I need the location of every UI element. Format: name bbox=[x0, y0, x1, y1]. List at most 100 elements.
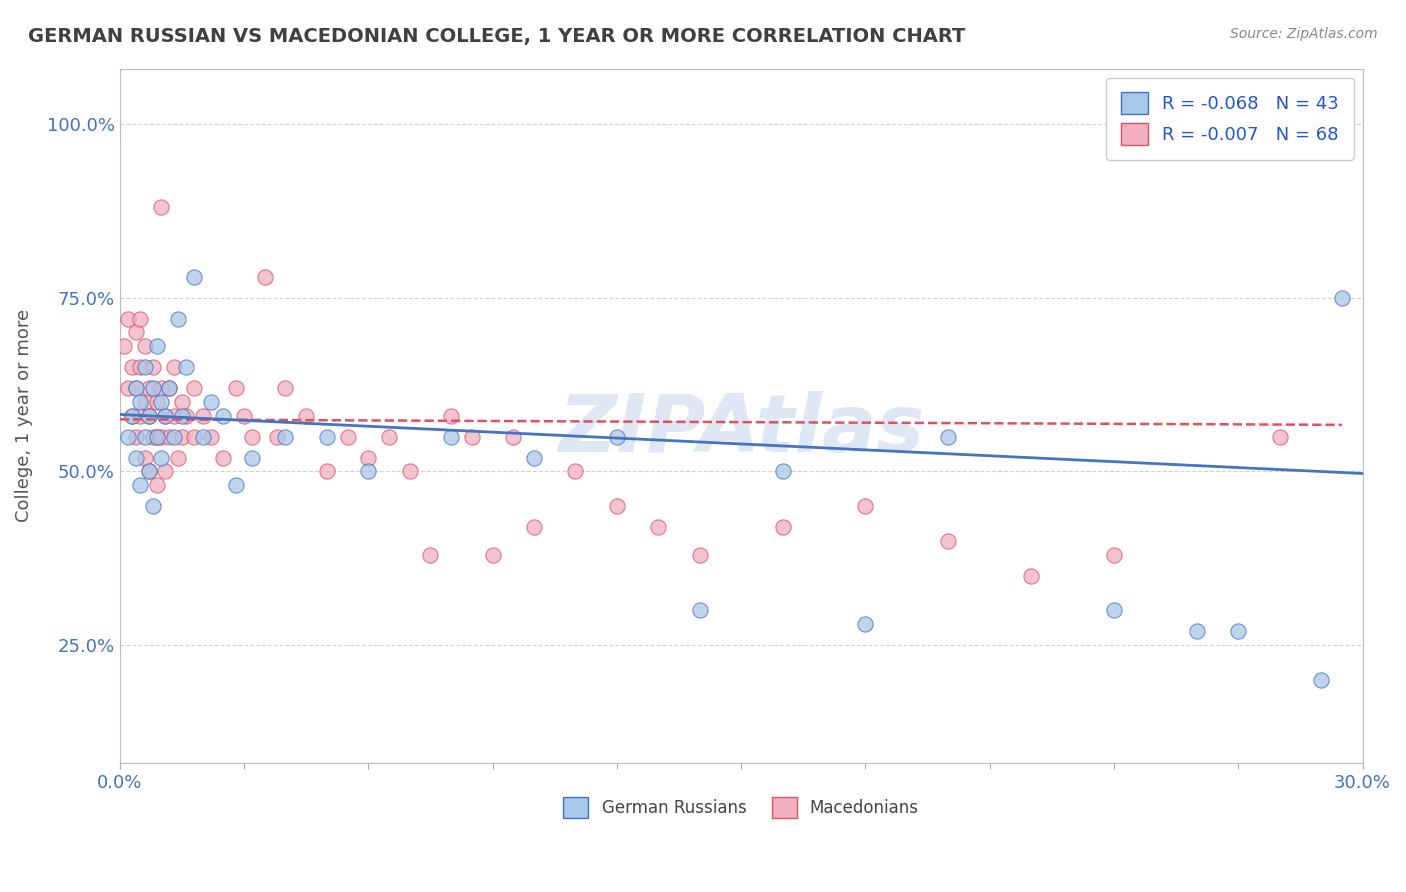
Point bbox=[150, 430, 173, 444]
Point bbox=[936, 533, 959, 548]
Point bbox=[606, 499, 628, 513]
Point bbox=[146, 339, 169, 353]
Legend: German Russians, Macedonians: German Russians, Macedonians bbox=[557, 790, 925, 824]
Point bbox=[150, 450, 173, 465]
Point bbox=[121, 360, 143, 375]
Point bbox=[162, 430, 184, 444]
Point bbox=[183, 269, 205, 284]
Point bbox=[121, 409, 143, 423]
Point bbox=[117, 381, 139, 395]
Point bbox=[166, 311, 188, 326]
Point bbox=[117, 311, 139, 326]
Point bbox=[336, 430, 359, 444]
Point bbox=[1185, 624, 1208, 639]
Point bbox=[170, 395, 193, 409]
Point bbox=[315, 464, 337, 478]
Point bbox=[150, 395, 173, 409]
Point bbox=[647, 520, 669, 534]
Point bbox=[1102, 548, 1125, 562]
Point bbox=[502, 430, 524, 444]
Point bbox=[225, 381, 247, 395]
Point bbox=[183, 430, 205, 444]
Text: Source: ZipAtlas.com: Source: ZipAtlas.com bbox=[1230, 27, 1378, 41]
Point bbox=[159, 381, 181, 395]
Point bbox=[689, 603, 711, 617]
Point bbox=[689, 548, 711, 562]
Point bbox=[1268, 430, 1291, 444]
Point bbox=[125, 450, 148, 465]
Point bbox=[134, 360, 156, 375]
Point bbox=[134, 450, 156, 465]
Point bbox=[200, 395, 222, 409]
Point bbox=[606, 430, 628, 444]
Point bbox=[481, 548, 503, 562]
Point bbox=[166, 450, 188, 465]
Point bbox=[125, 430, 148, 444]
Point bbox=[129, 311, 152, 326]
Point bbox=[150, 381, 173, 395]
Point bbox=[253, 269, 276, 284]
Point bbox=[121, 409, 143, 423]
Point bbox=[240, 450, 263, 465]
Point bbox=[134, 339, 156, 353]
Point bbox=[772, 464, 794, 478]
Point bbox=[134, 395, 156, 409]
Point bbox=[398, 464, 420, 478]
Point bbox=[936, 430, 959, 444]
Point bbox=[1330, 291, 1353, 305]
Point bbox=[174, 409, 197, 423]
Point bbox=[170, 409, 193, 423]
Point bbox=[142, 360, 165, 375]
Point bbox=[419, 548, 441, 562]
Text: ZIPAtlas: ZIPAtlas bbox=[558, 391, 924, 468]
Point bbox=[138, 409, 160, 423]
Point bbox=[357, 464, 380, 478]
Point bbox=[129, 478, 152, 492]
Point bbox=[138, 409, 160, 423]
Point bbox=[170, 430, 193, 444]
Point bbox=[146, 478, 169, 492]
Point bbox=[191, 409, 214, 423]
Point bbox=[1102, 603, 1125, 617]
Point bbox=[440, 409, 463, 423]
Text: GERMAN RUSSIAN VS MACEDONIAN COLLEGE, 1 YEAR OR MORE CORRELATION CHART: GERMAN RUSSIAN VS MACEDONIAN COLLEGE, 1 … bbox=[28, 27, 966, 45]
Point bbox=[146, 430, 169, 444]
Point bbox=[125, 326, 148, 340]
Point bbox=[274, 381, 297, 395]
Point bbox=[159, 381, 181, 395]
Point bbox=[225, 478, 247, 492]
Point bbox=[146, 395, 169, 409]
Point bbox=[142, 499, 165, 513]
Point bbox=[772, 520, 794, 534]
Point bbox=[138, 464, 160, 478]
Point bbox=[357, 450, 380, 465]
Point bbox=[155, 464, 177, 478]
Point bbox=[159, 430, 181, 444]
Point bbox=[1019, 568, 1042, 582]
Point bbox=[134, 430, 156, 444]
Point bbox=[155, 409, 177, 423]
Point bbox=[855, 617, 877, 632]
Point bbox=[855, 499, 877, 513]
Point bbox=[142, 381, 165, 395]
Point bbox=[440, 430, 463, 444]
Point bbox=[183, 381, 205, 395]
Point bbox=[233, 409, 256, 423]
Point bbox=[150, 201, 173, 215]
Point bbox=[564, 464, 586, 478]
Point bbox=[1227, 624, 1250, 639]
Point bbox=[200, 430, 222, 444]
Point bbox=[125, 381, 148, 395]
Point bbox=[129, 409, 152, 423]
Point bbox=[162, 360, 184, 375]
Point bbox=[112, 339, 135, 353]
Point bbox=[315, 430, 337, 444]
Point bbox=[212, 409, 235, 423]
Y-axis label: College, 1 year or more: College, 1 year or more bbox=[15, 310, 32, 523]
Point bbox=[461, 430, 484, 444]
Point bbox=[129, 360, 152, 375]
Point bbox=[129, 395, 152, 409]
Point bbox=[523, 450, 546, 465]
Point bbox=[125, 381, 148, 395]
Point bbox=[523, 520, 546, 534]
